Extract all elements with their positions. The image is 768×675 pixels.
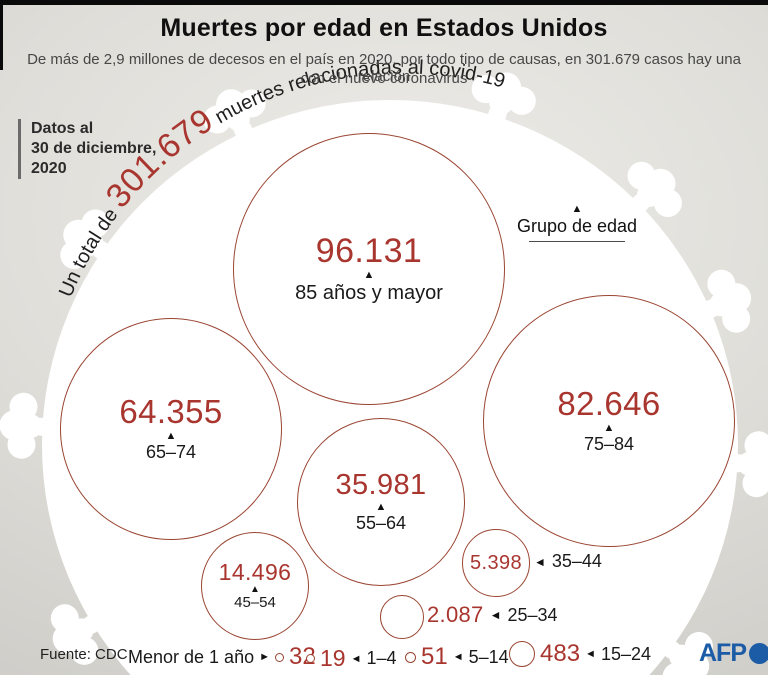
date-note-line2: 30 de diciembre, — [31, 140, 157, 157]
bubble-75-84: 82.646 ▲ 75–84 — [483, 295, 735, 547]
bubble-label: 55–64 — [355, 512, 407, 533]
age-range: 1–4 — [366, 648, 397, 668]
mini-value: 483 — [540, 640, 581, 667]
mini-bubble — [509, 641, 535, 667]
bubble-label: 85 años y mayor — [295, 282, 443, 305]
triangle-right-icon: ► — [259, 651, 270, 663]
bubble-65-74: 64.355 ▲ 65–74 — [60, 318, 282, 540]
bubble-35-44: 5.398 — [462, 529, 530, 597]
bubble-value: 82.646 — [557, 385, 661, 423]
page-title: Muertes por edad en Estados Unidos — [160, 14, 608, 42]
age-range: 35–44 — [551, 551, 602, 571]
subtitle-line-2: con el nuevo coronavirus — [300, 70, 468, 87]
bubble-value: 35.981 — [335, 469, 427, 502]
bubble-value: 5.398 — [469, 551, 523, 574]
triangle-up-icon: ▲ — [250, 584, 260, 596]
age-range: 5–14 — [468, 646, 509, 667]
bubble-25-34 — [380, 595, 424, 639]
triangle-up-icon: ▲ — [363, 269, 375, 282]
bubble-55-64: 35.981 ▲ 55–64 — [297, 418, 465, 586]
afp-logo: AFP — [699, 639, 768, 668]
source-credit: Fuente: CDC — [40, 646, 128, 663]
triangle-left-icon: ◄ — [534, 554, 546, 569]
mini-item-menor-1-ano: Menor de 1 año ► 32 — [128, 643, 316, 671]
bubble-label: 75–84 — [583, 433, 635, 454]
left-border — [0, 0, 3, 70]
age-group-legend-label: Grupo de edad — [516, 216, 638, 236]
mini-bubble — [405, 651, 416, 663]
bubble-45-54: 14.496 ▲ 45–54 — [201, 532, 309, 640]
mini-bubble — [274, 652, 284, 662]
bubble-value: 2.087 — [427, 602, 484, 627]
bubble-value: 14.496 — [218, 559, 292, 586]
triangle-up-icon: ▲ — [165, 429, 177, 442]
age-group-legend-underline — [529, 241, 625, 242]
mini-value: 51 — [421, 643, 448, 670]
bubble-value: 96.131 — [315, 231, 423, 270]
triangle-left-icon: ◄ — [585, 648, 596, 660]
age-range: 25–34 — [507, 604, 558, 625]
date-note-line1: Datos al — [31, 120, 94, 137]
age-range: 15–24 — [600, 643, 651, 664]
triangle-left-icon: ◄ — [489, 608, 502, 622]
triangle-left-icon: ◄ — [350, 652, 362, 665]
mini-item-1-4: 19 ◄ 1–4 — [306, 645, 397, 672]
age-group-legend: ▲ Grupo de edad — [494, 204, 660, 242]
triangle-up-icon: ▲ — [571, 203, 583, 215]
bubble-value: 64.355 — [119, 393, 223, 431]
afp-logo-dot-icon — [749, 643, 768, 664]
subtitle-line-1: De más de 2,9 millones de decesos en el … — [27, 51, 741, 85]
mini-value: 19 — [320, 645, 346, 671]
bubble-85-y-mayor: 96.131 ▲ 85 años y mayor — [233, 133, 505, 405]
triangle-left-icon: ◄ — [452, 651, 464, 663]
bubble-label: 65–74 — [145, 441, 197, 462]
triangle-up-icon: ▲ — [603, 421, 615, 434]
date-note-line3: 2020 — [31, 160, 67, 177]
bubble-35-44-label: ◄ 35–44 — [534, 551, 602, 572]
top-border — [0, 0, 768, 5]
triangle-up-icon: ▲ — [375, 500, 387, 513]
mini-item-5-14: 51 ◄ 5–14 — [405, 643, 509, 671]
age-range: Menor de 1 año — [128, 646, 255, 667]
bubble-25-34-label: 2.087 ◄ 25–34 — [427, 602, 558, 628]
mini-bubble — [306, 654, 315, 663]
bubble-label: 45–54 — [234, 594, 276, 612]
afp-logo-text: AFP — [699, 639, 747, 667]
mini-item-15-24: 483 ◄ 15–24 — [509, 640, 651, 668]
date-note: Datos al 30 de diciembre, 2020 — [18, 119, 156, 179]
